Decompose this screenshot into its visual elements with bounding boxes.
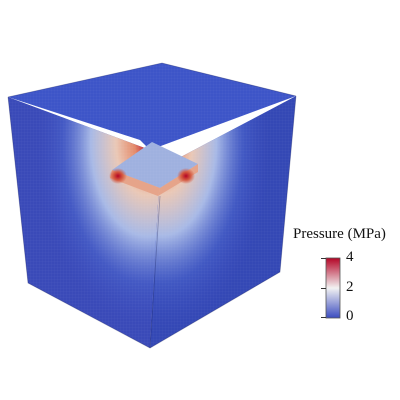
legend-title: Pressure (MPa): [293, 226, 386, 242]
hotspot-right: [177, 168, 195, 184]
tick-label-max: 4: [346, 249, 354, 265]
cube-left-face: [8, 97, 160, 348]
hotspot-left: [109, 168, 127, 184]
tick-label-min: 0: [346, 308, 354, 324]
colorbar: [325, 257, 341, 319]
tick-mark-mid: [321, 288, 326, 289]
tick-label-mid: 2: [346, 279, 354, 295]
tick-mark-max: [321, 258, 326, 259]
cube-edges: [7, 62, 297, 349]
cube-top-face: [8, 63, 296, 150]
tick-mark-min: [321, 317, 326, 318]
